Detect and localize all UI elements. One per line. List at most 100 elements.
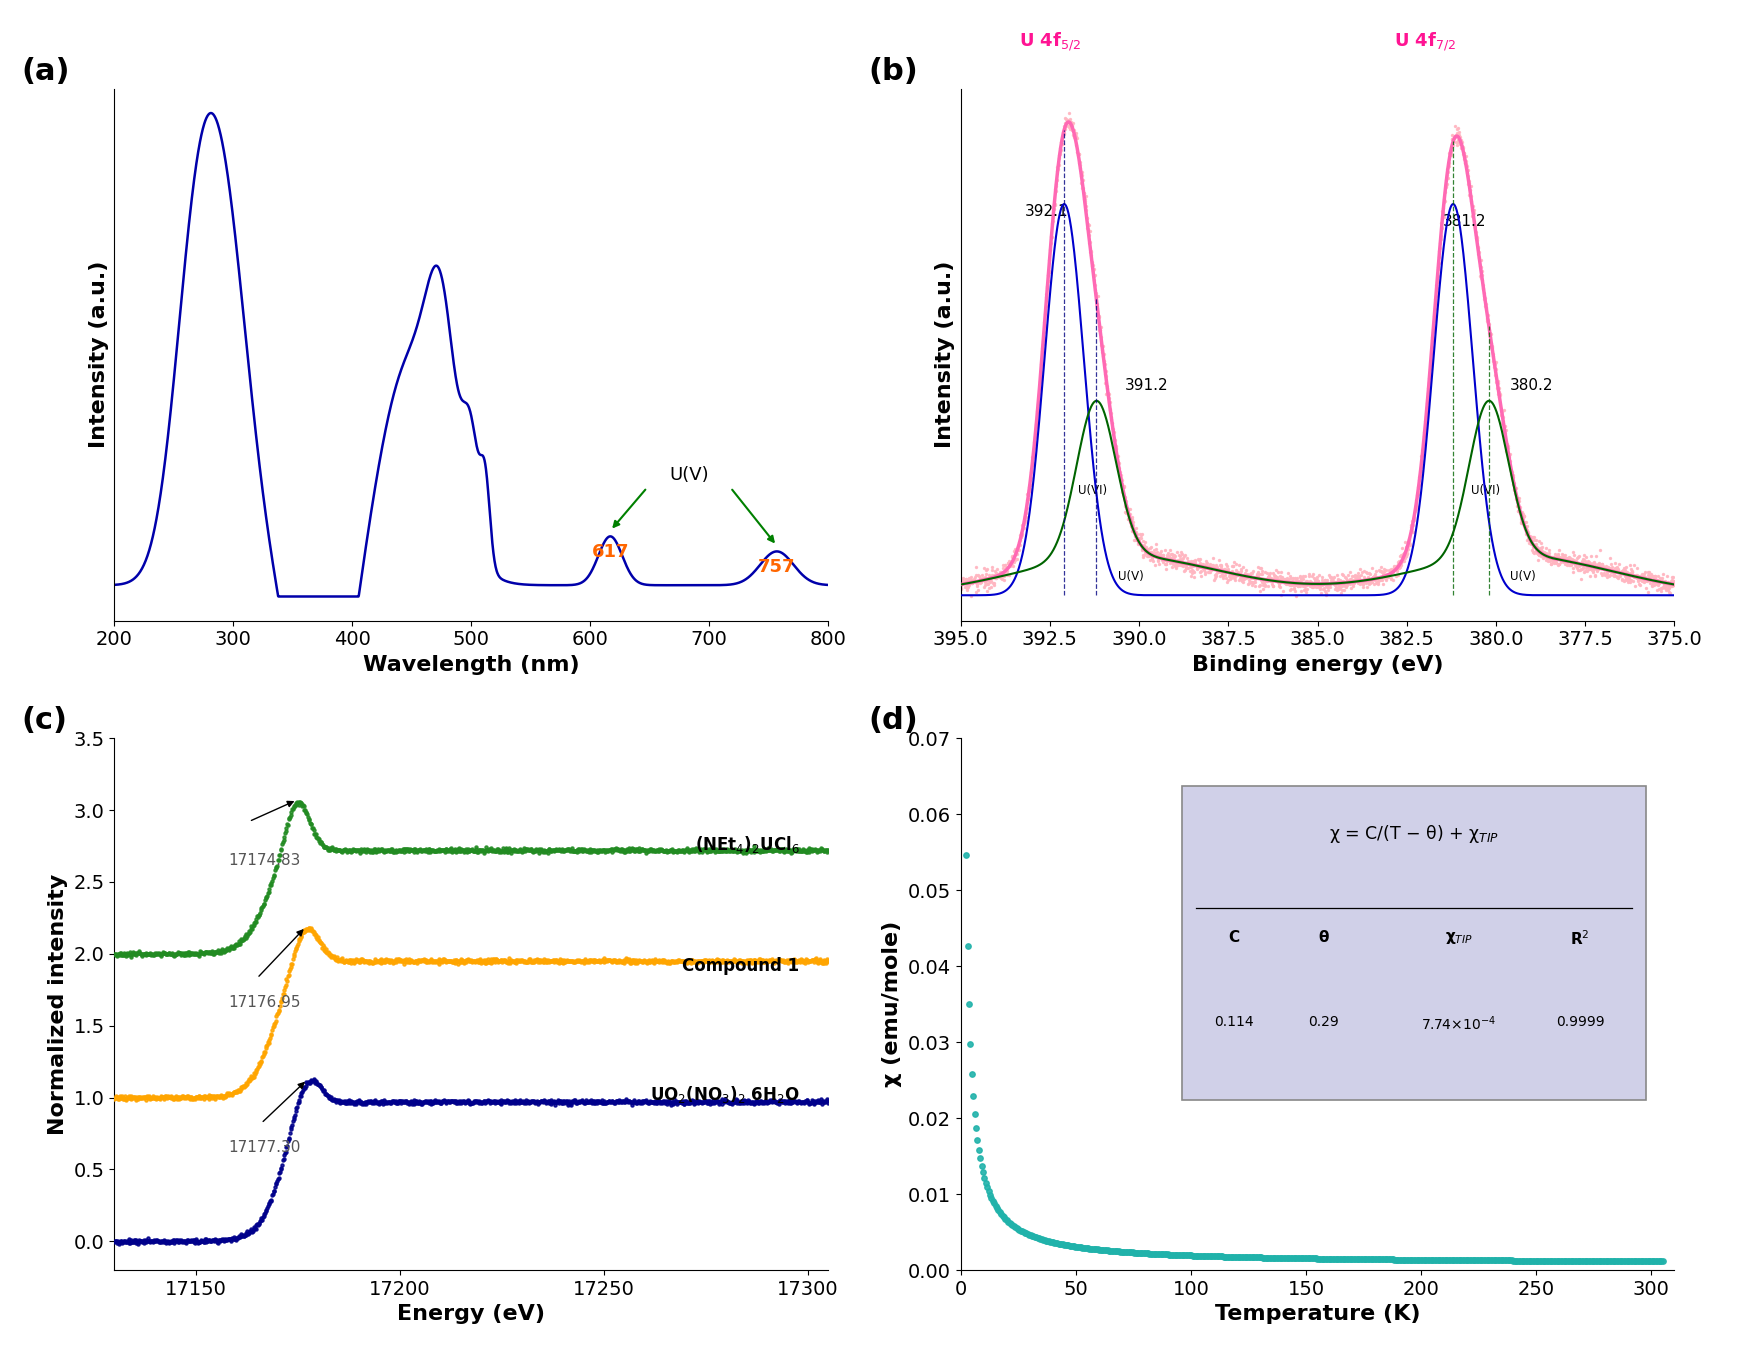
Point bbox=[582, 1091, 610, 1113]
Point bbox=[238, 917, 266, 939]
Point bbox=[1228, 556, 1256, 578]
Point bbox=[1146, 544, 1174, 565]
Point bbox=[467, 840, 495, 862]
Point bbox=[726, 949, 754, 970]
Point bbox=[1622, 564, 1650, 586]
Point bbox=[1068, 169, 1096, 190]
Point bbox=[323, 837, 351, 859]
Point bbox=[115, 945, 142, 966]
Point bbox=[1143, 545, 1171, 567]
Point bbox=[1496, 1250, 1523, 1272]
Point bbox=[240, 1065, 267, 1087]
Point bbox=[747, 840, 775, 862]
Point bbox=[538, 840, 566, 862]
Point bbox=[476, 1093, 504, 1114]
Point bbox=[241, 1218, 269, 1239]
Point bbox=[203, 1230, 231, 1252]
Point bbox=[631, 839, 658, 860]
Point bbox=[637, 839, 665, 860]
Point bbox=[224, 934, 252, 955]
Point bbox=[229, 928, 257, 950]
Point bbox=[1193, 554, 1221, 576]
Point bbox=[637, 949, 665, 970]
Point bbox=[292, 1076, 320, 1098]
Point bbox=[269, 829, 297, 851]
Point bbox=[1334, 571, 1362, 593]
Point bbox=[354, 950, 382, 972]
Point bbox=[434, 950, 462, 972]
Point bbox=[1051, 107, 1079, 129]
Point bbox=[222, 1227, 250, 1249]
Point bbox=[717, 950, 745, 972]
Point bbox=[1640, 1250, 1668, 1272]
Point bbox=[721, 949, 749, 970]
Point bbox=[530, 1090, 558, 1112]
Point bbox=[455, 840, 483, 862]
Point bbox=[615, 837, 643, 859]
Point bbox=[389, 950, 417, 972]
Point bbox=[1160, 1243, 1188, 1265]
Point bbox=[337, 949, 365, 970]
Point bbox=[316, 945, 344, 966]
Point bbox=[360, 951, 387, 973]
Point bbox=[1329, 563, 1357, 584]
Point bbox=[742, 950, 769, 972]
Point bbox=[1542, 548, 1570, 569]
Point bbox=[618, 839, 646, 860]
Point bbox=[530, 951, 558, 973]
Point bbox=[1056, 1235, 1084, 1257]
Point bbox=[340, 1091, 368, 1113]
Point bbox=[1226, 565, 1254, 587]
Point bbox=[290, 799, 318, 821]
Point bbox=[1218, 563, 1245, 584]
Point bbox=[1635, 580, 1662, 602]
X-axis label: Temperature (K): Temperature (K) bbox=[1214, 1305, 1421, 1324]
Point bbox=[1287, 1248, 1315, 1269]
Point bbox=[1603, 559, 1631, 580]
Point bbox=[1176, 556, 1204, 578]
Point bbox=[1487, 1249, 1515, 1271]
Point bbox=[646, 950, 674, 972]
Point bbox=[1403, 496, 1431, 518]
Point bbox=[547, 1090, 575, 1112]
Point bbox=[695, 1093, 723, 1114]
Point bbox=[606, 1091, 634, 1113]
Point bbox=[1520, 529, 1548, 550]
Point bbox=[962, 564, 990, 586]
Point bbox=[983, 567, 1011, 588]
Point bbox=[719, 951, 747, 973]
Point bbox=[1575, 554, 1603, 576]
Point bbox=[471, 840, 499, 862]
Point bbox=[198, 940, 226, 962]
Point bbox=[658, 1091, 686, 1113]
Point bbox=[389, 839, 417, 860]
Point bbox=[280, 946, 307, 968]
Point bbox=[271, 1143, 299, 1165]
Point bbox=[165, 1086, 193, 1108]
Point bbox=[1355, 563, 1383, 584]
Point bbox=[698, 951, 726, 973]
Point bbox=[771, 1093, 799, 1114]
Point bbox=[735, 1091, 763, 1113]
Point bbox=[1119, 508, 1146, 530]
Point bbox=[808, 1093, 835, 1114]
Point bbox=[337, 840, 365, 862]
Point bbox=[1063, 141, 1091, 163]
Point bbox=[1211, 561, 1238, 583]
Point bbox=[405, 949, 433, 970]
Point bbox=[1350, 576, 1377, 598]
Point bbox=[1412, 417, 1440, 439]
Point bbox=[709, 1090, 736, 1112]
Point bbox=[175, 943, 203, 965]
Point bbox=[1218, 564, 1245, 586]
Point bbox=[1294, 572, 1322, 594]
Point bbox=[436, 950, 464, 972]
Point bbox=[1539, 550, 1567, 572]
Point bbox=[990, 564, 1018, 586]
Point bbox=[608, 951, 636, 973]
Point bbox=[1473, 308, 1501, 330]
Point bbox=[116, 1233, 144, 1254]
Point bbox=[382, 949, 410, 970]
Point bbox=[344, 839, 372, 860]
Point bbox=[149, 1086, 177, 1108]
